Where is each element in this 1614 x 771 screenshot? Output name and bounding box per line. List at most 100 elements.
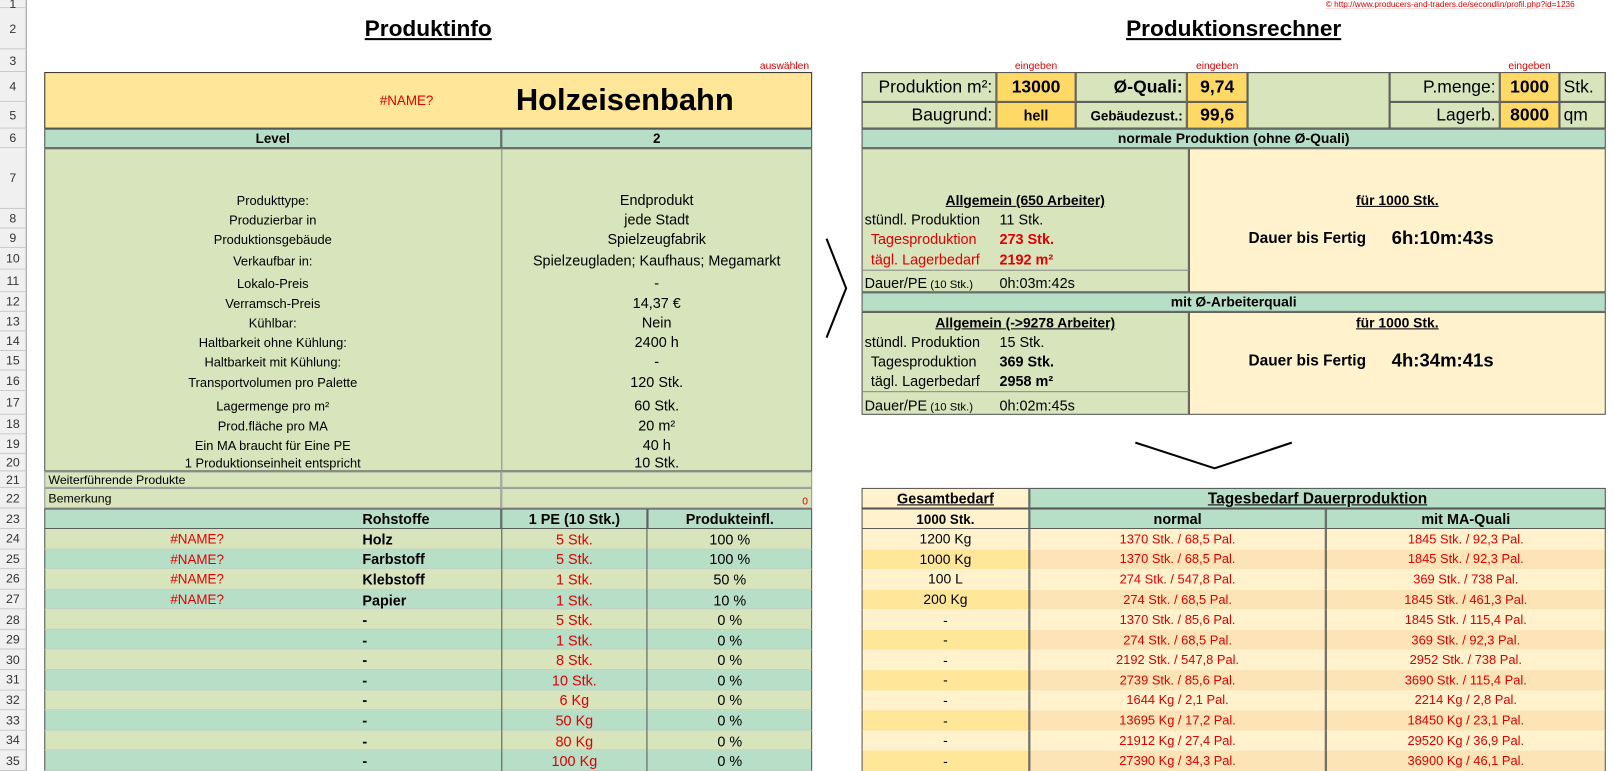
info-value: 40 h bbox=[642, 436, 671, 453]
raw-amount: 5 Stk. bbox=[501, 609, 648, 630]
section-right bbox=[1188, 148, 1606, 293]
finish-value: 4h:34m:41s bbox=[1391, 349, 1494, 371]
input-value: 99,6 bbox=[1186, 101, 1248, 129]
normal-cell: 1370 Stk. / 68,5 Pal. bbox=[1029, 529, 1326, 550]
header-bg bbox=[44, 72, 813, 129]
input-label: Gebäudezust.: bbox=[1075, 101, 1187, 129]
line-value: 273 Stk. bbox=[999, 230, 1054, 247]
duration-value: 0h:03m:42s bbox=[999, 269, 1189, 293]
row-number: 29 bbox=[0, 629, 27, 650]
total-heading: Gesamtbedarf bbox=[861, 487, 1030, 509]
normal-cell: 21912 Kg / 27,4 Pal. bbox=[1029, 730, 1326, 751]
row-number: 24 bbox=[0, 529, 27, 550]
quality-cell: 1845 Stk. / 92,3 Pal. bbox=[1325, 529, 1606, 550]
row-number: 35 bbox=[0, 750, 27, 771]
raw-influence: 0 % bbox=[717, 671, 743, 689]
raw-error: #NAME? bbox=[170, 571, 224, 588]
info-value: Endprodukt bbox=[619, 191, 694, 208]
raw-amount: 1 Stk. bbox=[501, 569, 648, 590]
note-cell: Weiterführende Produkte bbox=[44, 471, 502, 488]
row-number: 15 bbox=[0, 351, 27, 371]
row-number: 20 bbox=[0, 453, 27, 472]
info-value: jede Stadt bbox=[624, 211, 690, 228]
quality-cell: 1845 Stk. / 115,4 Pal. bbox=[1325, 609, 1606, 630]
raw-influence: 0 % bbox=[717, 651, 743, 669]
raw-amount: 8 Stk. bbox=[501, 649, 648, 671]
raw-influence: 100 % bbox=[709, 530, 751, 548]
raw-amount: 6 Kg bbox=[501, 690, 648, 711]
total-cell: - bbox=[861, 710, 1030, 731]
normal-cell: 27390 Kg / 34,3 Pal. bbox=[1029, 750, 1326, 771]
raw-influence: 50 % bbox=[713, 571, 747, 588]
input-unit: Stk. bbox=[1559, 72, 1606, 102]
row-number: 19 bbox=[0, 434, 27, 454]
quality-cell: 29520 Kg / 36,9 Pal. bbox=[1325, 730, 1606, 751]
line-label: stündl. Produktion bbox=[864, 210, 981, 227]
raw-amount: 5 Stk. bbox=[501, 549, 648, 570]
raw-influence: 0 % bbox=[717, 611, 743, 628]
raw-row-bg bbox=[44, 670, 813, 691]
raw-name: Klebstoff bbox=[362, 571, 425, 588]
section-heading: mit Ø-Arbeiterquali bbox=[861, 292, 1606, 312]
raw-amount: 50 Kg bbox=[501, 710, 648, 731]
title: Produktionsrechner bbox=[1126, 15, 1342, 42]
raw-influence: 0 % bbox=[717, 752, 743, 770]
info-label: Produzierbar in bbox=[229, 213, 317, 228]
daily-heading: Tagesbedarf Dauerproduktion bbox=[1029, 487, 1606, 509]
row-number: 16 bbox=[0, 370, 27, 392]
row-number: 31 bbox=[0, 670, 27, 691]
row-number: 6 bbox=[0, 128, 27, 149]
input-value: hell bbox=[996, 101, 1076, 129]
raw-row-bg bbox=[44, 549, 813, 570]
raw-name: Papier bbox=[362, 591, 407, 608]
raw-amount: 5 Stk. bbox=[501, 529, 648, 550]
raw-influence: 100 % bbox=[709, 551, 751, 568]
section-left bbox=[861, 148, 1189, 293]
row-number: 28 bbox=[0, 609, 27, 630]
raw-row-bg bbox=[44, 629, 813, 650]
link: © http://www.producers-and-traders.de/se… bbox=[1325, 0, 1575, 9]
total-cell: - bbox=[861, 730, 1030, 751]
general-heading: Allgemein (->9278 Arbeiter) bbox=[935, 314, 1116, 331]
raw-amount: 1 Stk. bbox=[501, 589, 648, 610]
divider bbox=[501, 148, 503, 472]
total-cell: 200 Kg bbox=[861, 589, 1030, 610]
row-number: 11 bbox=[0, 269, 27, 293]
row-number: 34 bbox=[0, 730, 27, 751]
raw-row-bg bbox=[44, 569, 813, 590]
duration-note: (10 Stk.) bbox=[930, 278, 974, 292]
duration-label: Dauer/PE (10 Stk.) bbox=[861, 391, 1000, 415]
row-number: 23 bbox=[0, 508, 27, 530]
duration-label-text: Dauer/PE bbox=[864, 397, 928, 414]
product-name: Holzeisenbahn bbox=[515, 82, 734, 117]
input-value: 9,74 bbox=[1186, 72, 1248, 102]
info-value: Spielzeugladen; Kaufhaus; Megamarkt bbox=[532, 252, 781, 269]
quality-cell: 3690 Stk. / 115,4 Pal. bbox=[1325, 670, 1606, 691]
info-value: 120 Stk. bbox=[630, 373, 684, 391]
section-right bbox=[1188, 311, 1606, 415]
finish-label: Dauer bis Fertig bbox=[1248, 352, 1367, 370]
raw-name: - bbox=[362, 651, 368, 669]
total-cell: 1200 Kg bbox=[861, 529, 1030, 550]
quality-cell: 2952 Stk. / 738 Pal. bbox=[1325, 649, 1606, 671]
input-label: P.menge: bbox=[1389, 72, 1500, 102]
total-sub: 1000 Stk. bbox=[861, 508, 1030, 530]
line-label: tägl. Lagerbedarf bbox=[870, 372, 980, 390]
line-value: 2958 m² bbox=[999, 372, 1054, 390]
info-value: 10 Stk. bbox=[634, 453, 680, 471]
row-number: 32 bbox=[0, 690, 27, 711]
duration-value: 0h:02m:45s bbox=[999, 391, 1189, 415]
raw-amount: 100 Kg bbox=[501, 750, 648, 771]
info-label: 1 Produktionseinheit entspricht bbox=[184, 455, 361, 471]
info-value: Nein bbox=[641, 313, 672, 331]
total-cell: - bbox=[861, 629, 1030, 650]
normal-cell: 274 Stk. / 68,5 Pal. bbox=[1029, 589, 1326, 610]
duration-note: (10 Stk.) bbox=[930, 401, 974, 414]
total-cell: - bbox=[861, 609, 1030, 630]
raw-header bbox=[44, 508, 350, 530]
raw-row-bg bbox=[44, 730, 813, 751]
raw-error: #NAME? bbox=[170, 531, 224, 547]
